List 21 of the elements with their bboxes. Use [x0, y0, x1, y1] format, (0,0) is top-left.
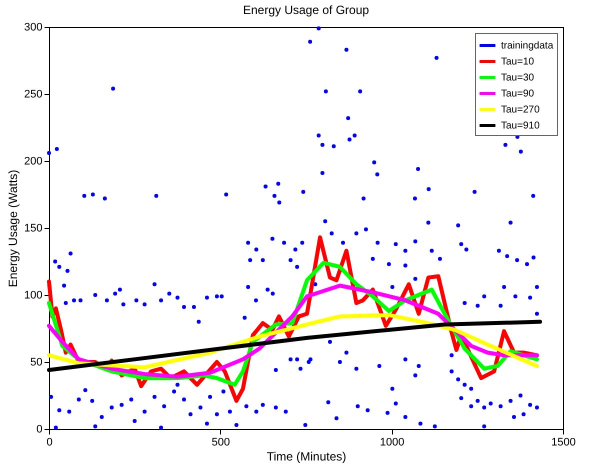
legend-label: Tau=270: [501, 104, 540, 116]
y-tick-label: 200: [24, 156, 42, 168]
y-tick-label: 50: [30, 356, 42, 368]
y-tick-label: 100: [24, 290, 42, 302]
legend-label: Tau=910: [501, 120, 540, 132]
x-tick-label: 1000: [380, 436, 404, 448]
x-tick-label: 500: [212, 436, 230, 448]
legend-label: trainingdata: [501, 40, 554, 52]
legend-label: Tau=10: [501, 56, 535, 68]
line-series: [47, 320, 542, 372]
y-tick-label: 250: [24, 88, 42, 100]
y-axis-title: Energy Usage (Watts): [6, 170, 20, 288]
x-axis-title: Time (Minutes): [266, 450, 346, 464]
x-tick-label: 0: [46, 436, 53, 448]
y-tick-label: 150: [24, 222, 42, 234]
y-tick-label: 0: [36, 424, 42, 436]
y-tick-label: 300: [24, 22, 42, 34]
chart-title: Energy Usage of Group: [242, 3, 370, 17]
legend-label: Tau=30: [501, 72, 535, 84]
x-tick-label: 1500: [551, 436, 576, 448]
legend-label: Tau=90: [501, 88, 535, 100]
